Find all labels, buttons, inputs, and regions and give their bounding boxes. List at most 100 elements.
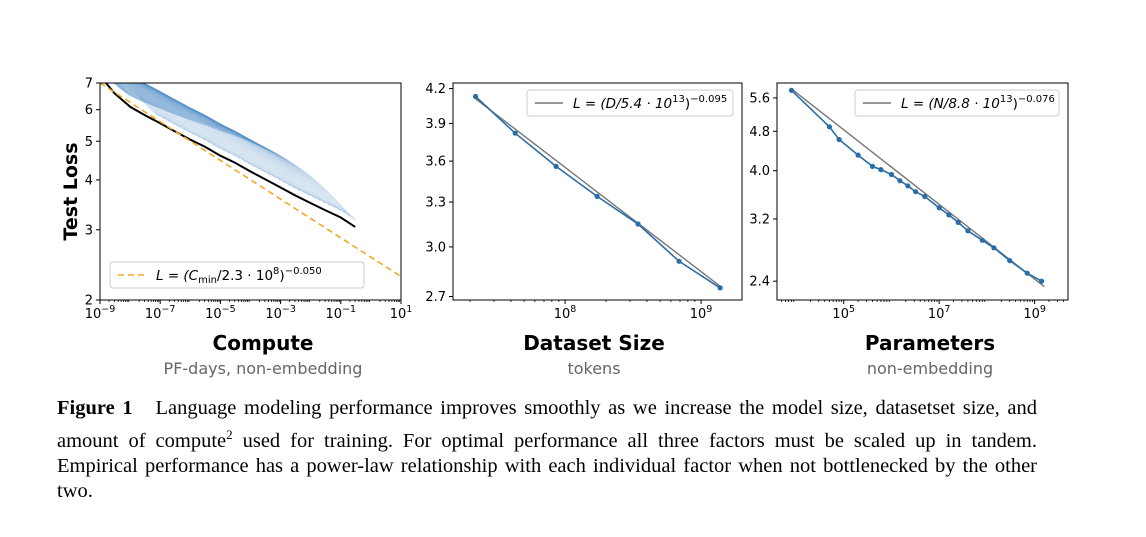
learning-curve	[114, 83, 346, 214]
data-point	[936, 205, 942, 211]
panel-title: Parameters	[865, 331, 995, 355]
x-tick-label: 109	[690, 304, 713, 322]
data-point	[717, 285, 723, 291]
x-tick-label: 10−1	[326, 304, 357, 322]
plot-area	[100, 83, 401, 278]
learning-curve	[133, 83, 261, 171]
legend: L = (D/5.4 · 1013)−0.095	[526, 89, 734, 117]
data-point	[869, 163, 876, 169]
y-tick-label: 3.3	[425, 196, 446, 211]
x-tick-label: 107	[928, 304, 951, 322]
learning-curve	[133, 83, 181, 128]
x-tick-label: 105	[832, 304, 855, 322]
data-point	[788, 87, 795, 93]
learning-curve	[125, 83, 286, 184]
legend-label: L = (N/8.8 · 1013)−0.076	[901, 94, 1055, 112]
axes-frame	[452, 82, 743, 301]
y-tick-label: 5	[85, 135, 93, 150]
learning-curve	[113, 83, 356, 221]
legend-box	[526, 89, 734, 117]
data-point	[991, 245, 997, 251]
learning-curve	[138, 83, 196, 136]
data-point	[905, 183, 911, 189]
learning-curve	[135, 83, 256, 168]
data-point	[855, 152, 861, 158]
x-tick-label: 10−7	[145, 304, 176, 322]
legend-box	[854, 89, 1060, 117]
fit-line	[100, 83, 401, 278]
learning-curve	[128, 83, 166, 120]
x-tick-label: 10−5	[205, 304, 236, 322]
panel-title: Dataset Size	[523, 331, 665, 355]
legend: L = (N/8.8 · 1013)−0.076	[854, 89, 1060, 117]
learning-curve	[116, 83, 331, 206]
caption-text-2: used for training. For optimal performan…	[57, 429, 1037, 503]
legend-label: L = (D/5.4 · 1013)−0.095	[573, 94, 727, 112]
y-tick-label: 5.6	[749, 91, 770, 106]
learning-curve	[123, 83, 296, 189]
x-tick-label: 101	[390, 304, 413, 322]
legend-label: L = (Cmin/2.3 · 108)−0.050	[156, 266, 322, 286]
learning-curve	[130, 83, 271, 176]
learning-curve	[126, 83, 161, 117]
y-tick-label: 3.9	[425, 117, 446, 132]
learning-curve	[139, 83, 246, 162]
y-tick-label: 2	[85, 294, 93, 309]
y-tick-label: 3.2	[749, 212, 770, 227]
plot-area	[473, 93, 723, 291]
learning-curve	[116, 83, 326, 204]
learning-curve	[119, 83, 311, 197]
learning-curve	[137, 83, 251, 165]
axes-frame	[99, 82, 402, 301]
panel-subtitle: tokens	[567, 359, 620, 378]
learning-curve	[142, 83, 221, 150]
data-point	[836, 136, 842, 143]
data-point	[594, 193, 600, 199]
learning-curve	[115, 83, 336, 209]
learning-curve	[140, 83, 206, 141]
fit-line	[475, 98, 721, 287]
y-tick-label: 3	[85, 223, 93, 238]
data-point	[676, 258, 682, 264]
learning-curve	[140, 83, 241, 160]
legend-box	[109, 261, 365, 289]
learning-curve	[137, 83, 191, 133]
frontier-line	[104, 83, 356, 228]
learning-curve	[120, 83, 306, 194]
y-tick-label: 3.0	[425, 240, 446, 255]
data-point	[922, 193, 928, 200]
learning-curve	[131, 83, 266, 173]
y-tick-label: 2.7	[425, 290, 446, 305]
learning-curve	[121, 83, 301, 192]
chart-panel-1: 10−9 10−7 10−5 10−3 10−1 101 2 3 4 5 6 7 L = (Cmin/2…	[60, 77, 413, 379]
learning-curve	[142, 83, 226, 152]
data-point	[946, 212, 952, 218]
data-point	[1007, 258, 1013, 264]
plot-area	[788, 87, 1045, 288]
learning-curve	[118, 83, 316, 199]
panel-subtitle: PF-days, non-embedding	[164, 359, 363, 378]
learning-curve	[141, 83, 231, 154]
data-point	[979, 237, 985, 243]
learning-curve	[141, 83, 216, 147]
figure-1: 10−9 10−7 10−5 10−3 10−1 101 2 3 4 5 6 7 L = (Cmin/2…	[60, 77, 1069, 379]
y-tick-label: 6	[85, 103, 93, 118]
x-tick-label: 108	[554, 304, 577, 322]
learning-curve	[130, 83, 171, 123]
learning-curve	[117, 83, 321, 202]
learning-curve	[124, 83, 291, 187]
legend: L = (Cmin/2.3 · 108)−0.050	[109, 261, 365, 289]
learning-curve	[139, 83, 201, 138]
panel-subtitle: non-embedding	[867, 359, 993, 378]
x-tick-label: 10−9	[85, 304, 116, 322]
y-tick-label: 3.6	[425, 155, 446, 170]
panel-title: Compute	[213, 331, 314, 355]
data-point	[897, 178, 903, 184]
x-tick-label: 10−3	[265, 304, 296, 322]
data-point	[512, 130, 518, 136]
data-point	[913, 189, 919, 195]
learning-curve	[128, 83, 276, 178]
caption-footnote: 2	[226, 426, 233, 442]
x-tick-label: 109	[1023, 304, 1046, 322]
y-tick-label: 4.0	[749, 164, 770, 179]
